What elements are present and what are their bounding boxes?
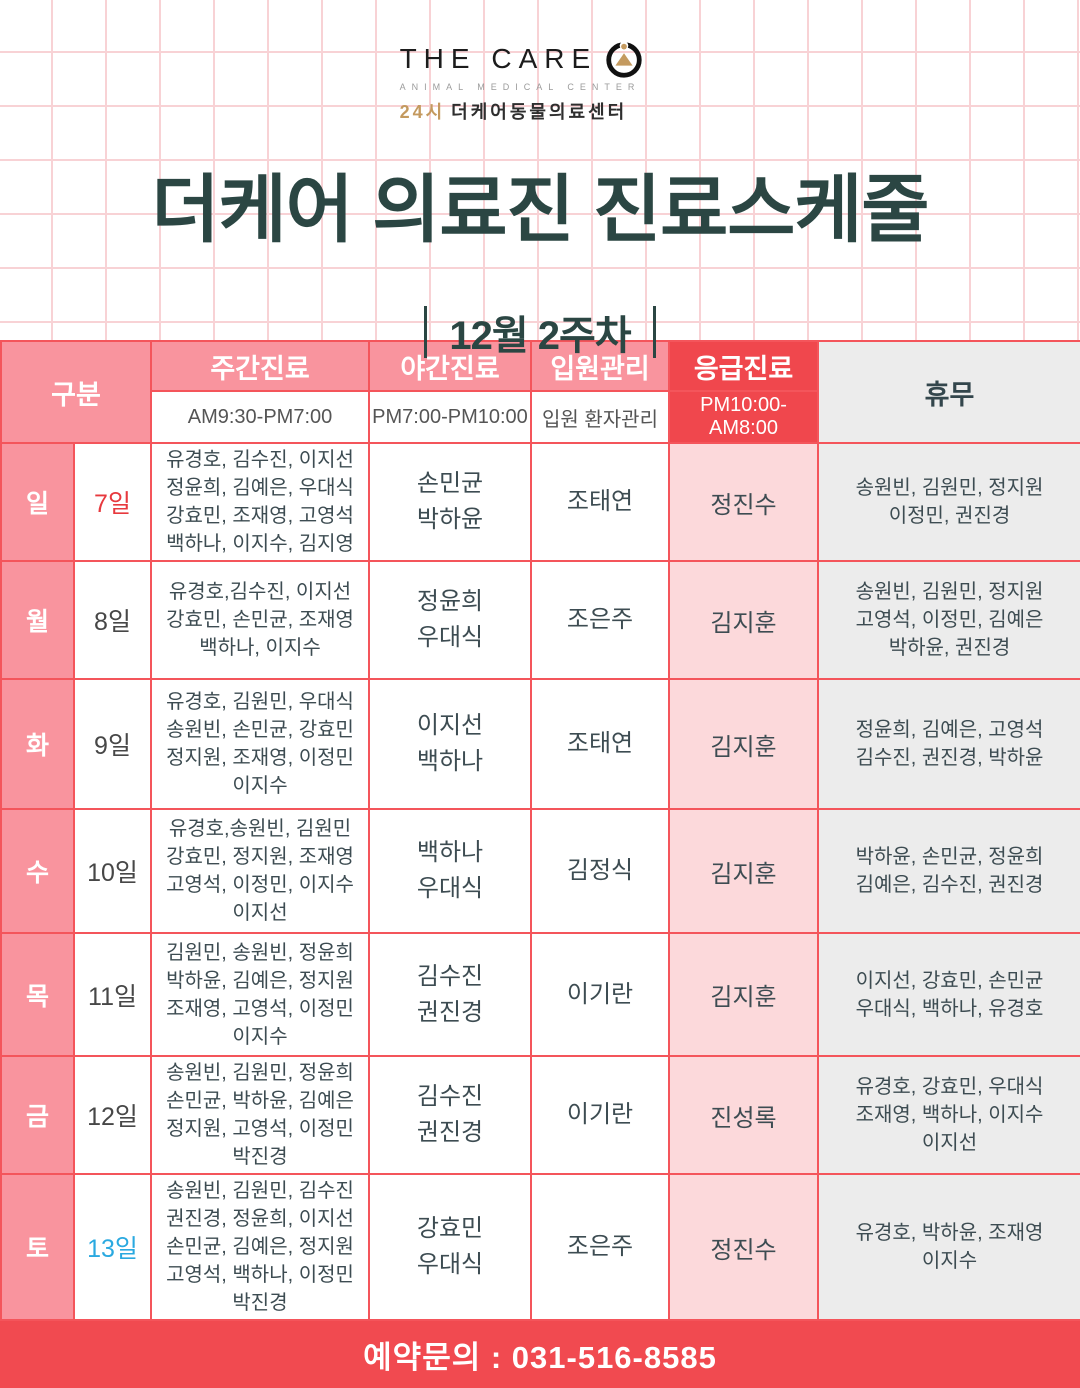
clinic-tagline: 24시 더케어동물의료센터 bbox=[400, 98, 647, 124]
night-care-cell: 김수진 권진경 bbox=[368, 932, 532, 1057]
page-title: 더케어 의료진 진료스케줄 bbox=[151, 168, 930, 251]
subtitle-right-bar bbox=[652, 306, 656, 358]
date-cell: 8일 bbox=[73, 560, 152, 680]
dayoff-cell: 송원빈, 김원민, 정지원 고영석, 이정민, 김예은 박하윤, 권진경 bbox=[817, 560, 1080, 680]
reservation-footer: 예약문의 : 031-516-8585 bbox=[0, 1321, 1080, 1388]
dayoff-cell: 이지선, 강효민, 손민균 우대식, 백하나, 유경호 bbox=[817, 932, 1080, 1057]
night-care-cell: 정윤희 우대식 bbox=[368, 560, 532, 680]
day-care-cell: 송원빈, 김원민, 정윤희 손민균, 박하윤, 김예은 정지원, 고영석, 이정… bbox=[150, 1055, 370, 1175]
table-row: 토 13일 송원빈, 김원민, 김수진 권진경, 정윤희, 이지선 손민균, 김… bbox=[0, 1173, 1080, 1321]
inpatient-cell: 조은주 bbox=[530, 1173, 670, 1321]
brand-name: THE CARE bbox=[399, 43, 598, 74]
emergency-cell: 진성록 bbox=[668, 1055, 819, 1175]
inpatient-cell: 조태연 bbox=[530, 442, 670, 562]
table-row: 금 12일 송원빈, 김원민, 정윤희 손민균, 박하윤, 김예은 정지원, 고… bbox=[0, 1055, 1080, 1175]
day-cell: 토 bbox=[0, 1173, 75, 1321]
table-row: 월 8일 유경호,김수진, 이지선 강효민, 손민균, 조재영 백하나, 이지수… bbox=[0, 560, 1080, 680]
badge-24h: 24시 bbox=[399, 102, 446, 122]
day-care-cell: 유경호, 김원민, 우대식 송원빈, 손민균, 강효민 정지원, 조재영, 이정… bbox=[150, 678, 370, 810]
emergency-cell: 김지훈 bbox=[668, 678, 819, 810]
day-cell: 목 bbox=[0, 932, 75, 1057]
subtitle-left-bar bbox=[424, 306, 428, 358]
day-care-cell: 유경호,송원빈, 김원민 강효민, 정지원, 조재영 고영석, 이정민, 이지수… bbox=[150, 808, 370, 934]
table-row: 목 11일 김원민, 송원빈, 정윤희 박하윤, 김예은, 정지원 조재영, 고… bbox=[0, 932, 1080, 1057]
dayoff-cell: 박하윤, 손민균, 정윤희 김예은, 김수진, 권진경 bbox=[817, 808, 1080, 934]
header-inpatient: 입원관리 bbox=[530, 340, 670, 392]
emergency-cell: 김지훈 bbox=[668, 932, 819, 1057]
night-care-cell: 손민균 박하윤 bbox=[368, 442, 532, 562]
emergency-cell: 김지훈 bbox=[668, 560, 819, 680]
date-cell: 11일 bbox=[73, 932, 152, 1057]
animal-logo-icon bbox=[606, 41, 642, 78]
header-emergency-time: PM10:00-AM8:00 bbox=[668, 390, 819, 444]
clinic-name: 더케어동물의료센터 bbox=[451, 102, 628, 122]
day-care-cell: 송원빈, 김원민, 김수진 권진경, 정윤희, 이지선 손민균, 김예은, 정지… bbox=[150, 1173, 370, 1321]
inpatient-cell: 이기란 bbox=[530, 1055, 670, 1175]
day-care-cell: 유경호,김수진, 이지선 강효민, 손민균, 조재영 백하나, 이지수 bbox=[150, 560, 370, 680]
day-care-cell: 유경호, 김수진, 이지선 정윤희, 김예은, 우대식 강효민, 조재영, 고영… bbox=[150, 442, 370, 562]
day-cell: 화 bbox=[0, 678, 75, 810]
header-category: 구분 bbox=[0, 340, 152, 444]
header-emergency: 응급진료 bbox=[668, 340, 819, 392]
night-care-cell: 이지선 백하나 bbox=[368, 678, 532, 810]
date-cell: 7일 bbox=[73, 442, 152, 562]
poster-header: THE CARE ANIMAL MEDICAL CENTER 24시 더케어동물의… bbox=[0, 0, 1080, 358]
dayoff-cell: 정윤희, 김예은, 고영석 김수진, 권진경, 박하윤 bbox=[817, 678, 1080, 810]
day-cell: 수 bbox=[0, 808, 75, 934]
night-care-cell: 백하나 우대식 bbox=[368, 808, 532, 934]
inpatient-cell: 이기란 bbox=[530, 932, 670, 1057]
header-inpatient-sub: 입원 환자관리 bbox=[530, 390, 670, 444]
logo: THE CARE ANIMAL MEDICAL CENTER 24시 더케어동물의… bbox=[400, 38, 681, 124]
date-cell: 9일 bbox=[73, 678, 152, 810]
table-row: 화 9일 유경호, 김원민, 우대식 송원빈, 손민균, 강효민 정지원, 조재… bbox=[0, 678, 1080, 810]
reservation-phone: 예약문의 : 031-516-8585 bbox=[363, 1340, 717, 1375]
header-dayoff: 휴무 bbox=[817, 340, 1080, 444]
dayoff-cell: 유경호, 박하윤, 조재영 이지수 bbox=[817, 1173, 1080, 1321]
table-row: 수 10일 유경호,송원빈, 김원민 강효민, 정지원, 조재영 고영석, 이정… bbox=[0, 808, 1080, 934]
date-cell: 10일 bbox=[73, 808, 152, 934]
dayoff-cell: 유경호, 강효민, 우대식 조재영, 백하나, 이지수 이지선 bbox=[817, 1055, 1080, 1175]
header-night-care-time: PM7:00-PM10:00 bbox=[368, 390, 532, 444]
brand-subtitle: ANIMAL MEDICAL CENTER bbox=[399, 82, 641, 92]
inpatient-cell: 김정식 bbox=[530, 808, 670, 934]
header-day-care: 주간진료 bbox=[150, 340, 370, 392]
day-cell: 일 bbox=[0, 442, 75, 562]
night-care-cell: 강효민 우대식 bbox=[368, 1173, 532, 1321]
day-cell: 월 bbox=[0, 560, 75, 680]
schedule-table: 구분 주간진료 야간진료 입원관리 응급진료 휴무 AM9:30-PM7:00 … bbox=[0, 340, 1080, 1321]
header-night-care: 야간진료 bbox=[368, 340, 532, 392]
day-care-cell: 김원민, 송원빈, 정윤희 박하윤, 김예은, 정지원 조재영, 고영석, 이정… bbox=[150, 932, 370, 1057]
inpatient-cell: 조은주 bbox=[530, 560, 670, 680]
dayoff-cell: 송원빈, 김원민, 정지원 이정민, 권진경 bbox=[817, 442, 1080, 562]
date-cell: 13일 bbox=[73, 1173, 152, 1321]
date-cell: 12일 bbox=[73, 1055, 152, 1175]
emergency-cell: 정진수 bbox=[668, 442, 819, 562]
table-row: 일 7일 유경호, 김수진, 이지선 정윤희, 김예은, 우대식 강효민, 조재… bbox=[0, 442, 1080, 562]
day-cell: 금 bbox=[0, 1055, 75, 1175]
emergency-cell: 정진수 bbox=[668, 1173, 819, 1321]
inpatient-cell: 조태연 bbox=[530, 678, 670, 810]
header-day-care-time: AM9:30-PM7:00 bbox=[150, 390, 370, 444]
emergency-cell: 김지훈 bbox=[668, 808, 819, 934]
night-care-cell: 김수진 권진경 bbox=[368, 1055, 532, 1175]
